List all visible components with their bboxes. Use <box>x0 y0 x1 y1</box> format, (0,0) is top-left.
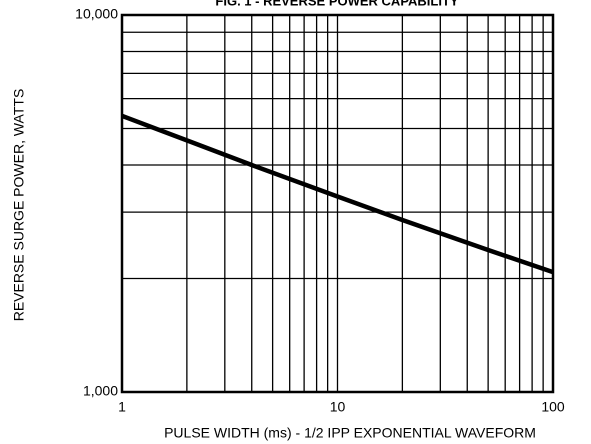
y-axis-label: REVERSE SURGE POWER, WATTS <box>11 89 27 322</box>
x-tick-label: 1 <box>118 399 126 415</box>
x-tick-label: 100 <box>541 399 565 415</box>
y-tick-label: 10,000 <box>75 6 118 22</box>
data-line <box>121 113 554 275</box>
x-axis-label: PULSE WIDTH (ms) - 1/2 IPP EXPONENTIAL W… <box>164 425 536 441</box>
x-tick-label: 10 <box>330 399 346 415</box>
plot-frame <box>120 13 555 394</box>
chart-title: FIG. 1 - REVERSE POWER CAPABILITY <box>215 0 459 8</box>
y-tick-label: 1,000 <box>83 383 118 399</box>
